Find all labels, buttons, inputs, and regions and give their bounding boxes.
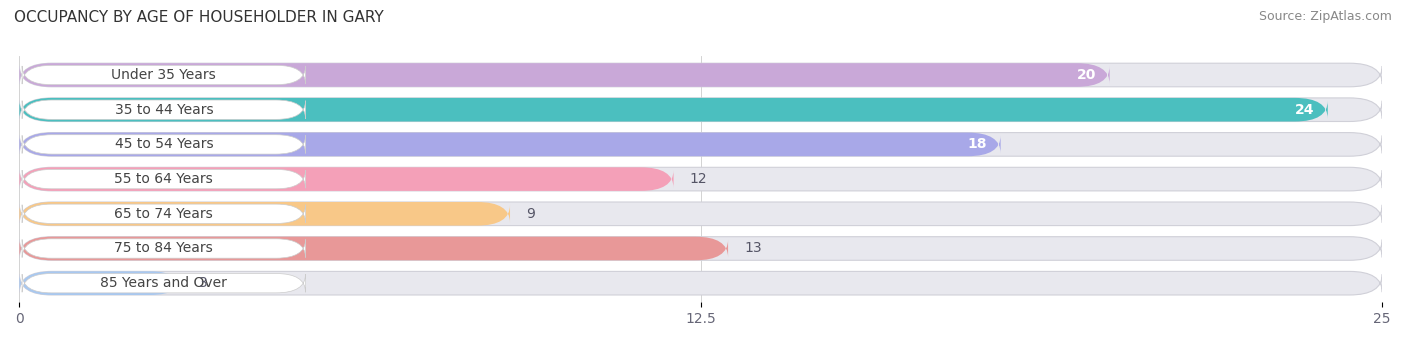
Text: 13: 13: [744, 241, 762, 255]
Text: 24: 24: [1295, 103, 1315, 117]
FancyBboxPatch shape: [22, 273, 305, 293]
Text: 20: 20: [1077, 68, 1097, 82]
Text: Source: ZipAtlas.com: Source: ZipAtlas.com: [1258, 10, 1392, 23]
Text: OCCUPANCY BY AGE OF HOUSEHOLDER IN GARY: OCCUPANCY BY AGE OF HOUSEHOLDER IN GARY: [14, 10, 384, 25]
Text: Under 35 Years: Under 35 Years: [111, 68, 217, 82]
FancyBboxPatch shape: [20, 63, 1382, 87]
FancyBboxPatch shape: [20, 167, 673, 191]
FancyBboxPatch shape: [22, 65, 305, 85]
FancyBboxPatch shape: [20, 63, 1109, 87]
FancyBboxPatch shape: [22, 239, 305, 258]
FancyBboxPatch shape: [20, 133, 1382, 156]
Text: 45 to 54 Years: 45 to 54 Years: [114, 137, 214, 151]
Text: 65 to 74 Years: 65 to 74 Years: [114, 207, 214, 221]
FancyBboxPatch shape: [22, 100, 305, 119]
Text: 18: 18: [967, 137, 987, 151]
Text: 3: 3: [200, 276, 208, 290]
FancyBboxPatch shape: [20, 271, 183, 295]
FancyBboxPatch shape: [20, 98, 1382, 121]
Text: 9: 9: [526, 207, 536, 221]
Text: 85 Years and Over: 85 Years and Over: [100, 276, 228, 290]
FancyBboxPatch shape: [22, 169, 305, 189]
Text: 12: 12: [690, 172, 707, 186]
FancyBboxPatch shape: [20, 202, 510, 226]
FancyBboxPatch shape: [20, 237, 728, 260]
FancyBboxPatch shape: [20, 167, 1382, 191]
Text: 75 to 84 Years: 75 to 84 Years: [114, 241, 214, 255]
Text: 55 to 64 Years: 55 to 64 Years: [114, 172, 214, 186]
Text: 35 to 44 Years: 35 to 44 Years: [114, 103, 214, 117]
FancyBboxPatch shape: [20, 202, 1382, 226]
FancyBboxPatch shape: [20, 98, 1327, 121]
FancyBboxPatch shape: [20, 237, 1382, 260]
FancyBboxPatch shape: [22, 204, 305, 223]
FancyBboxPatch shape: [20, 271, 1382, 295]
FancyBboxPatch shape: [20, 133, 1001, 156]
FancyBboxPatch shape: [22, 135, 305, 154]
